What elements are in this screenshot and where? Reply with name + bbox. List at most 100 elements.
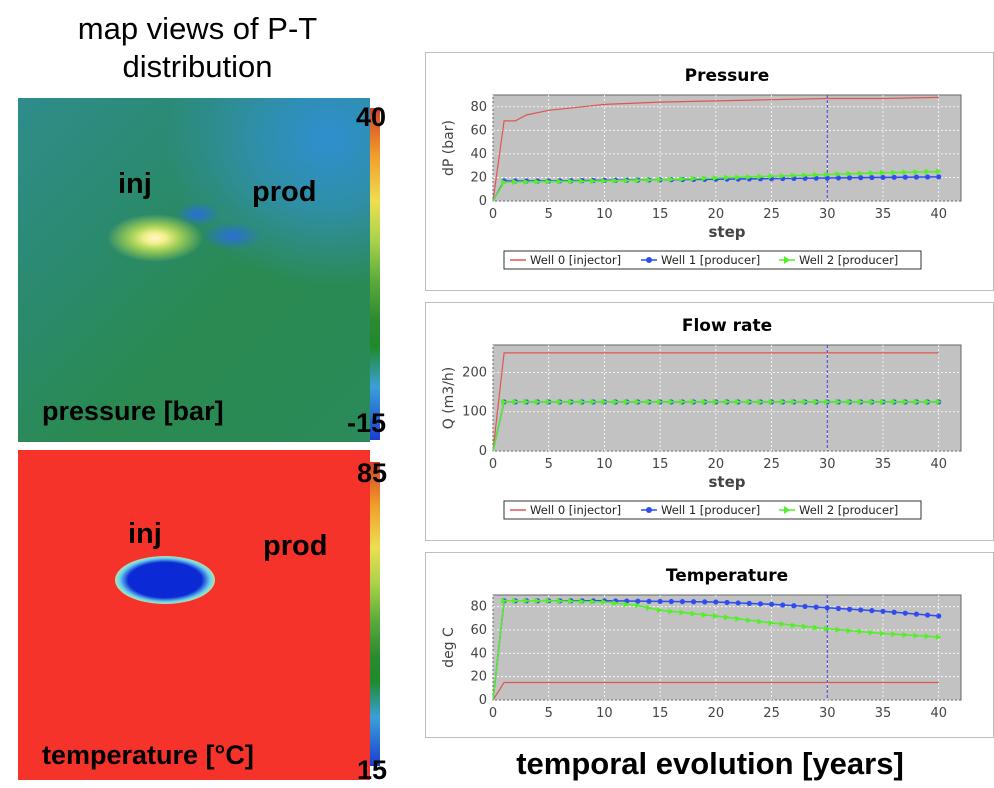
data-point-well-2 — [802, 623, 808, 630]
data-point-well-2 — [501, 398, 508, 405]
data-point-well-1 — [936, 174, 942, 180]
data-point-well-2 — [623, 177, 630, 184]
data-point-well-2 — [634, 398, 641, 405]
temperature-map: inj prod temperature [°C] — [18, 450, 370, 780]
legend-label: Well 0 [injector] — [530, 253, 621, 267]
data-point-well-2 — [857, 170, 864, 177]
data-point-well-2 — [534, 178, 541, 185]
data-point-well-2 — [523, 398, 530, 405]
x-tick-label: 35 — [875, 207, 892, 222]
data-point-well-1 — [690, 599, 697, 605]
data-point-well-2 — [868, 398, 875, 405]
data-point-well-1 — [913, 174, 920, 180]
y-tick-label: 60 — [470, 123, 487, 138]
y-tick-label: 100 — [462, 405, 487, 420]
data-point-well-2 — [646, 177, 652, 184]
data-point-well-2 — [802, 398, 808, 405]
data-point-well-2 — [512, 398, 519, 405]
data-point-well-1 — [824, 175, 830, 181]
data-point-well-1 — [679, 599, 686, 605]
data-point-well-2 — [590, 398, 597, 405]
y-tick-label: 60 — [470, 623, 487, 638]
data-point-well-1 — [646, 598, 652, 604]
data-point-well-1 — [791, 603, 797, 609]
data-point-well-2 — [846, 170, 853, 177]
data-point-well-2 — [601, 398, 608, 405]
pressure-legend — [503, 250, 922, 270]
y-tick-label: 80 — [470, 100, 487, 115]
data-point-well-2 — [724, 174, 730, 181]
data-point-well-2 — [746, 617, 753, 624]
data-point-well-2 — [657, 607, 664, 614]
data-point-well-1 — [846, 175, 853, 181]
flow-rate-chart-title: Flow rate — [682, 316, 772, 336]
data-point-well-2 — [835, 626, 842, 633]
bottom-caption: temporal evolution [years] — [516, 746, 904, 781]
x-tick-label: 10 — [596, 207, 613, 222]
data-point-well-2 — [902, 631, 909, 638]
data-point-well-2 — [501, 179, 508, 186]
x-tick-label: 0 — [489, 457, 497, 472]
x-tick-label: 15 — [652, 706, 669, 721]
x-tick-label: 30 — [819, 706, 836, 721]
data-point-well-2 — [534, 597, 541, 604]
temperature-min-label: 15 — [357, 755, 388, 785]
pressure-max-label: 40 — [356, 102, 387, 132]
pressure-chart-panel: Pressure 0 5 10 15 20 25 30 35 40 0 20 40 60 80 step dP … — [425, 52, 994, 291]
x-tick-label: 40 — [930, 207, 947, 222]
x-tick-label: 10 — [596, 706, 613, 721]
data-point-well-2 — [634, 177, 641, 184]
series-line-well-0 — [492, 681, 939, 701]
data-point-well-2 — [712, 398, 719, 405]
data-point-well-2 — [746, 173, 753, 180]
data-point-well-1 — [668, 598, 674, 605]
data-point-well-1 — [780, 602, 786, 608]
x-tick-label: 5 — [545, 706, 553, 721]
pressure-caption: pressure [bar] — [42, 396, 224, 426]
data-point-well-2 — [512, 597, 519, 604]
data-point-well-2 — [902, 398, 909, 405]
data-point-well-2 — [813, 624, 820, 631]
left-title: map views of P-T distribution — [77, 11, 318, 84]
data-point-well-2 — [556, 598, 563, 605]
data-point-well-1 — [746, 600, 752, 606]
temperature-plot-area — [492, 594, 962, 701]
data-point-well-2 — [868, 629, 875, 636]
data-point-well-2 — [579, 178, 586, 185]
data-point-well-2 — [768, 173, 775, 180]
data-point-well-2 — [623, 601, 630, 608]
temperature-chart: Temperature 0 5 10 15 20 25 30 35 40 0 20 40 60 80 deg … — [441, 566, 962, 721]
x-tick-label: 25 — [763, 457, 780, 472]
data-point-well-1 — [768, 601, 775, 607]
data-point-well-2 — [935, 634, 942, 640]
y-tick-label: 200 — [462, 365, 487, 380]
data-point-well-2 — [790, 622, 797, 629]
temperature-colorbar — [370, 462, 380, 766]
x-tick-label: 35 — [875, 706, 892, 721]
data-point-well-2 — [612, 177, 619, 184]
x-tick-label: 40 — [930, 457, 947, 472]
data-point-well-2 — [690, 398, 697, 405]
data-point-well-2 — [779, 398, 786, 405]
data-point-well-2 — [512, 179, 519, 186]
data-point-well-2 — [768, 620, 775, 626]
data-point-well-2 — [701, 398, 708, 405]
pressure-y-axis-label: dP (bar) — [441, 120, 457, 176]
legend-label: Well 2 [producer] — [799, 253, 898, 267]
y-tick-label: 40 — [470, 646, 487, 661]
data-point-well-1 — [635, 598, 641, 604]
data-point-well-2 — [924, 398, 931, 405]
data-point-well-1 — [924, 612, 931, 618]
flow-rate-chart-panel: Flow rate 0 5 10 15 20 25 30 35 40 0 100 200 step Q (m… — [425, 302, 994, 541]
data-point-well-1 — [813, 604, 819, 610]
data-point-well-2 — [523, 178, 530, 185]
cold-plume — [115, 556, 215, 604]
data-point-well-1 — [891, 174, 897, 180]
pressure-x-axis-label: step — [708, 223, 745, 241]
data-point-well-2 — [880, 169, 886, 176]
data-point-well-2 — [679, 398, 686, 405]
legend-label: Well 1 [producer] — [661, 503, 760, 517]
x-tick-label: 15 — [652, 457, 669, 472]
data-point-well-1 — [891, 609, 897, 615]
pressure-map: inj prod pressure [bar] — [18, 98, 370, 442]
